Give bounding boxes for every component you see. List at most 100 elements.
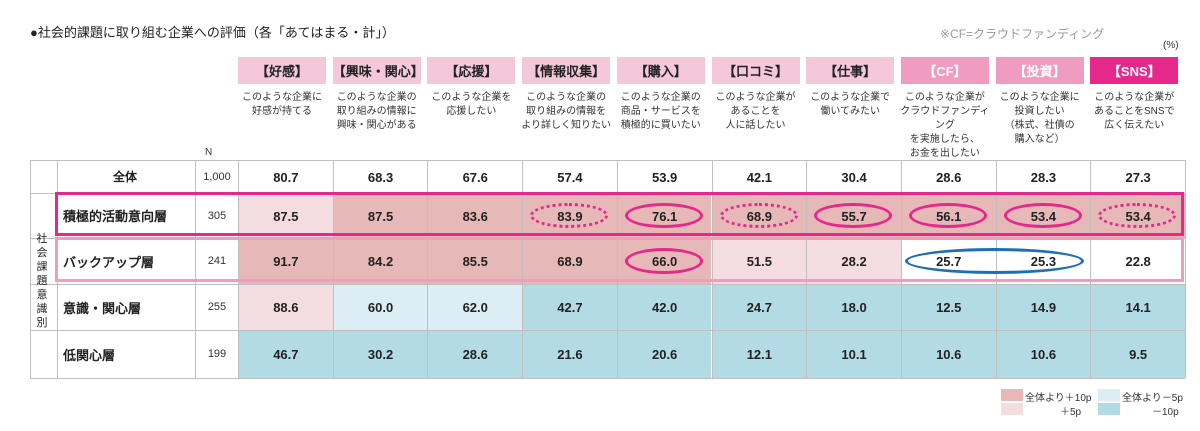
legend-minus10-label: －10p — [1152, 407, 1179, 418]
column-header: 【口コミ】 — [711, 57, 800, 84]
value-cell: 53.9 — [617, 161, 712, 193]
side-group-label: 社会課題意識別 — [36, 233, 48, 329]
legend-minus5-swatch — [1098, 389, 1120, 401]
column-description: このような企業の 商品・サービスを 積極的に買いたい — [620, 92, 701, 131]
value-cell: 87.5 — [239, 194, 333, 238]
column-description: このような企業が あることを 人に話したい — [715, 92, 796, 131]
value-cell: 55.7 — [807, 194, 901, 238]
value-cell: 62.0 — [428, 285, 523, 330]
value-cell: 10.6 — [901, 331, 996, 378]
row-label: 積極的活動意向層 — [63, 209, 168, 224]
value-cell: 68.3 — [333, 161, 428, 193]
value-cell: 76.1 — [617, 194, 712, 238]
column-header: 【SNS】 — [1090, 57, 1179, 84]
row-label: 低関心層 — [63, 347, 116, 363]
column-description: このような企業の 取り組みの情報を より詳しく知りたい — [521, 92, 611, 131]
value-cell: 14.1 — [1091, 285, 1185, 330]
value-cell: 20.6 — [617, 331, 712, 378]
value-cell: 60.0 — [333, 285, 428, 330]
value-cell: 68.9 — [523, 239, 617, 284]
column-divider — [1090, 160, 1092, 378]
value-cell: 84.2 — [333, 239, 428, 284]
value-cell: 10.6 — [996, 331, 1091, 378]
column-divider — [332, 160, 334, 378]
value-cell: 9.5 — [1091, 331, 1185, 378]
sample-size: 199 — [207, 348, 227, 360]
column-divider — [900, 160, 902, 378]
value-cell: 28.6 — [901, 161, 996, 193]
value-cell: 91.7 — [239, 239, 333, 284]
value-cell: 27.3 — [1091, 161, 1185, 193]
sample-size: 305 — [207, 209, 227, 222]
value-cell: 46.7 — [239, 331, 333, 378]
legend-plus5-label: ＋5p — [1060, 407, 1082, 418]
value-cell: 88.6 — [239, 285, 333, 330]
value-cell: 28.2 — [807, 239, 901, 284]
value-cell: 66.0 — [617, 239, 712, 284]
value-cell: 80.7 — [239, 161, 333, 193]
value-cell: 83.6 — [428, 194, 523, 238]
value-cell: 12.1 — [712, 331, 807, 378]
sample-size: 241 — [207, 255, 227, 267]
value-cell: 25.3 — [996, 239, 1091, 284]
value-cell: 28.3 — [996, 161, 1091, 193]
value-cell: 56.1 — [901, 194, 996, 238]
column-description: このような企業の 取り組みの情報に 興味・関心がある — [336, 92, 417, 131]
n-header: N — [205, 147, 213, 158]
value-cell: 28.6 — [428, 331, 523, 378]
value-cell: 30.4 — [807, 161, 901, 193]
column-divider — [30, 160, 31, 378]
column-description: このような企業が あることをSNSで 広く伝えたい — [1094, 92, 1175, 131]
sample-size: 1,000 — [203, 170, 231, 183]
column-description: このような企業に 投資したい （株式、社債の 購入など） — [999, 92, 1080, 145]
cf-note: ※CF=クラウドファンディング — [940, 27, 1105, 41]
legend-plus10-swatch — [1001, 389, 1023, 401]
column-header: 【CF】 — [900, 57, 989, 84]
value-cell: 14.9 — [996, 285, 1091, 330]
column-divider — [427, 160, 429, 378]
column-description: このような企業が クラウドファンディング を実施したら、 お金を出したい — [900, 92, 990, 159]
column-divider — [995, 160, 997, 378]
value-cell: 57.4 — [523, 161, 617, 193]
value-cell: 24.7 — [712, 285, 807, 330]
value-cell: 87.5 — [333, 194, 428, 238]
column-description: このような企業に 好感が持てる — [242, 92, 322, 117]
row-divider — [30, 160, 1185, 161]
value-cell: 67.6 — [428, 161, 523, 193]
value-cell: 12.5 — [901, 285, 996, 330]
row-label: バックアップ層 — [63, 254, 155, 270]
row-divider — [30, 284, 1185, 285]
value-cell: 18.0 — [807, 285, 901, 330]
value-cell: 42.7 — [523, 285, 617, 330]
row-divider — [30, 378, 1185, 379]
column-header: 【応援】 — [427, 57, 516, 84]
value-cell: 83.9 — [523, 194, 617, 238]
column-description: このような企業で 働いてみたい — [810, 92, 891, 117]
legend-plus5-swatch — [1001, 403, 1023, 415]
row-label: 意識・関心層 — [63, 300, 142, 316]
value-cell: 21.6 — [523, 331, 617, 378]
value-cell: 42.0 — [617, 285, 712, 330]
value-cell: 22.8 — [1091, 239, 1185, 284]
row-divider — [30, 330, 1185, 331]
column-header: 【興味・関心】 — [332, 57, 424, 84]
row-label: 全体 — [112, 170, 137, 184]
column-divider — [806, 160, 808, 378]
value-cell: 68.9 — [712, 194, 807, 238]
column-divider — [195, 160, 196, 378]
value-cell: 53.4 — [996, 194, 1091, 238]
column-divider — [57, 160, 58, 378]
column-divider — [522, 160, 524, 378]
column-description: このような企業を 応援したい — [431, 92, 512, 117]
value-cell: 85.5 — [428, 239, 523, 284]
value-cell: 25.7 — [901, 239, 996, 284]
chart-title: ●社会的課題に取り組む企業への評価（各「あてはまる・計」） — [30, 25, 395, 40]
column-header: 【情報収集】 — [522, 57, 611, 84]
legend-plus10-label: 全体より＋10p — [1025, 393, 1092, 404]
value-cell: 30.2 — [333, 331, 428, 378]
column-header: 【仕事】 — [806, 57, 895, 84]
column-divider — [1185, 160, 1186, 378]
column-divider — [711, 160, 713, 378]
legend-minus10-swatch — [1098, 403, 1120, 415]
value-cell: 51.5 — [712, 239, 807, 284]
